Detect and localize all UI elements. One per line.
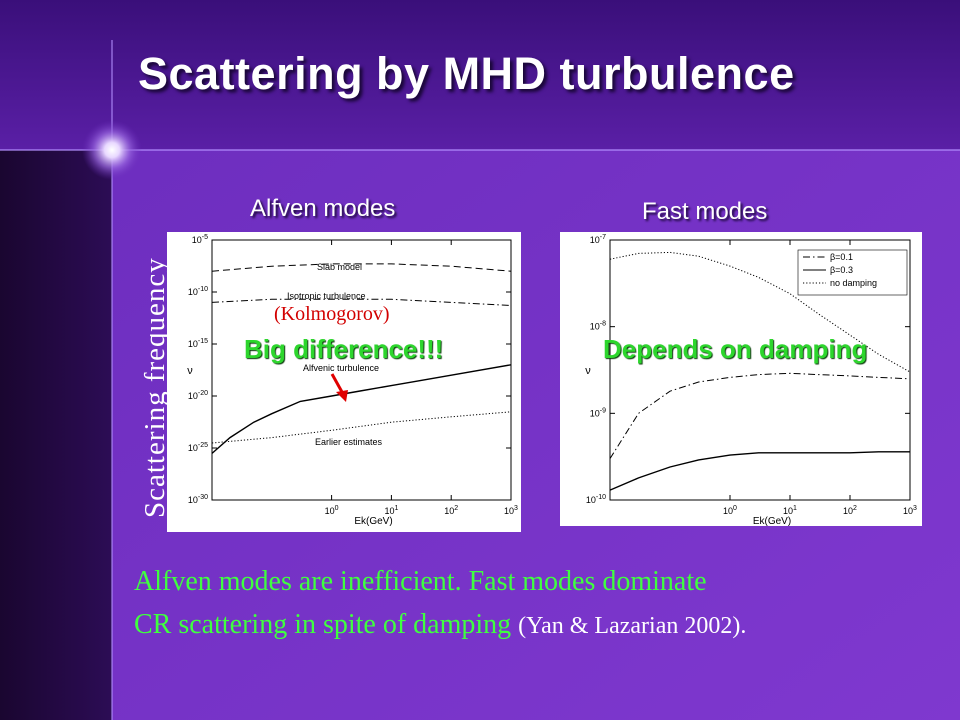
conclusion-text: CR scattering in spite of damping <box>134 609 519 640</box>
kolmogorov-note: (Kolmogorov) <box>274 303 390 325</box>
series-annotation: Earlier estimates <box>315 437 383 447</box>
legend-entry: β=0.1 <box>830 252 853 262</box>
y-tick-label: 10-10 <box>188 286 208 297</box>
series-line-3 <box>211 364 512 454</box>
x-axis-label: Ek(GeV) <box>753 516 791 526</box>
plot-frame <box>609 239 911 501</box>
damping-note: Depends on damping <box>603 334 868 364</box>
series-line-2 <box>609 451 910 491</box>
y-tick-label: 10-20 <box>188 390 208 401</box>
series-annotation: Slab model <box>317 262 362 272</box>
legend-box <box>797 249 908 296</box>
x-axis-label: Ek(GeV) <box>354 516 392 527</box>
big-difference-note: Big difference!!! <box>244 334 444 364</box>
red-arrow-icon <box>330 373 348 402</box>
y-axis-symbol: ν <box>187 365 193 377</box>
series-line-1 <box>211 263 512 272</box>
y-tick-label: 10-10 <box>586 494 606 505</box>
legend-entry: β=0.3 <box>830 265 853 275</box>
chart-alfven: 10-5 10-10 10-15 10-20 10-25 10-30 100 101 102 10… <box>167 232 521 532</box>
legend-entry: no damping <box>830 278 877 288</box>
series-annotation: Alfvenic turbulence <box>303 363 379 373</box>
chart-fast: 10-7 10-8 10-9 10-10 100 101 102 103 Ek(GeV) ν β=0… <box>560 232 922 526</box>
y-tick-label: 10-7 <box>590 234 606 245</box>
series-line-1 <box>609 372 911 459</box>
y-axis-symbol: ν <box>585 365 591 377</box>
series-annotation: Isotropic turbulence <box>287 291 366 301</box>
y-tick-label: 10-30 <box>188 494 208 505</box>
conclusion-line-1: Alfven modes are inefficient. Fast modes… <box>134 566 707 597</box>
conclusion-line-2: CR scattering in spite of damping (Yan &… <box>134 609 746 641</box>
x-tick-label: 101 <box>783 505 797 516</box>
x-tick-label: 100 <box>325 505 339 516</box>
y-tick-label: 10-5 <box>192 234 208 245</box>
y-tick-label: 10-25 <box>188 442 208 453</box>
y-tick-label: 10-15 <box>188 338 208 349</box>
citation: (Yan & Lazarian 2002). <box>518 613 747 639</box>
series-line-2 <box>211 298 512 306</box>
x-tick-label: 103 <box>903 505 917 516</box>
y-tick-label: 10-8 <box>590 321 606 332</box>
slide-title: Scattering by MHD turbulence <box>138 48 795 99</box>
panel-title-alfven: Alfven modes <box>250 195 396 222</box>
plot-frame <box>211 239 512 501</box>
x-tick-label: 102 <box>843 505 857 516</box>
x-tick-label: 100 <box>723 505 737 516</box>
x-tick-label: 103 <box>504 505 518 516</box>
x-tick-label: 101 <box>384 505 398 516</box>
x-tick-label: 102 <box>444 505 458 516</box>
series-line-3 <box>609 251 911 373</box>
y-tick-label: 10-9 <box>590 407 606 418</box>
series-line-4 <box>211 411 512 444</box>
glow-orb-icon <box>82 120 142 180</box>
panel-title-fast: Fast modes <box>642 198 768 225</box>
